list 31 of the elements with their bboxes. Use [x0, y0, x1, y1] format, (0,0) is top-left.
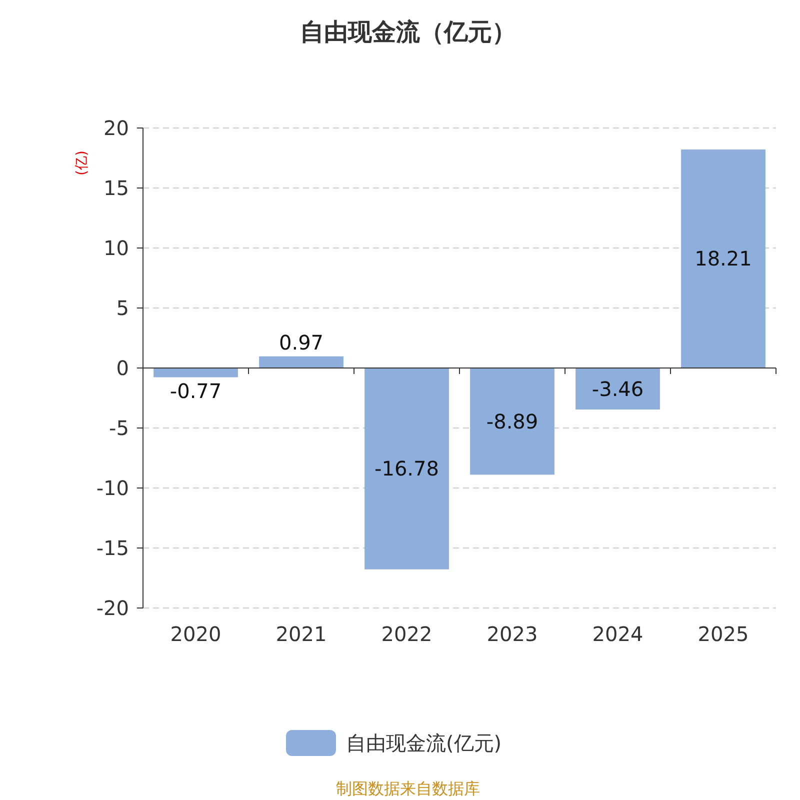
bar	[470, 368, 554, 475]
bar	[576, 368, 660, 410]
data-label: 0.97	[278, 330, 324, 354]
y-tick-label: 10	[104, 236, 129, 260]
bar	[364, 368, 449, 570]
y-tick-label: 5	[116, 296, 129, 320]
y-tick-label: 0	[116, 356, 129, 380]
x-tick-label: 2020	[170, 622, 222, 646]
data-label: 18.21	[694, 246, 752, 271]
bar	[259, 356, 344, 368]
y-tick-label: -5	[109, 416, 129, 440]
x-tick-label: 2023	[486, 622, 538, 646]
y-tick-label: 20	[104, 116, 129, 140]
y-axis-title: (亿)	[74, 150, 90, 176]
data-label: -0.77	[170, 379, 222, 404]
x-tick-label: 2025	[698, 622, 749, 646]
data-label: -8.89	[486, 409, 538, 434]
data-label: -16.78	[374, 456, 439, 481]
text: 制图数据来自数据库	[336, 779, 480, 798]
data-label: -3.46	[592, 376, 644, 401]
x-tick-label: 2024	[592, 622, 644, 646]
y-tick-label: -10	[96, 476, 129, 500]
bar	[154, 368, 238, 378]
y-tick-label: 15	[104, 176, 129, 200]
bar	[681, 149, 766, 368]
x-tick-label: 2021	[276, 622, 327, 646]
y-tick-label: -15	[96, 536, 129, 560]
chart-title: 自由现金流（亿元）	[300, 18, 516, 46]
y-tick-label: -20	[96, 596, 129, 620]
x-tick-label: 2022	[381, 622, 432, 646]
legend-label: 自由现金流(亿元)	[346, 731, 502, 755]
